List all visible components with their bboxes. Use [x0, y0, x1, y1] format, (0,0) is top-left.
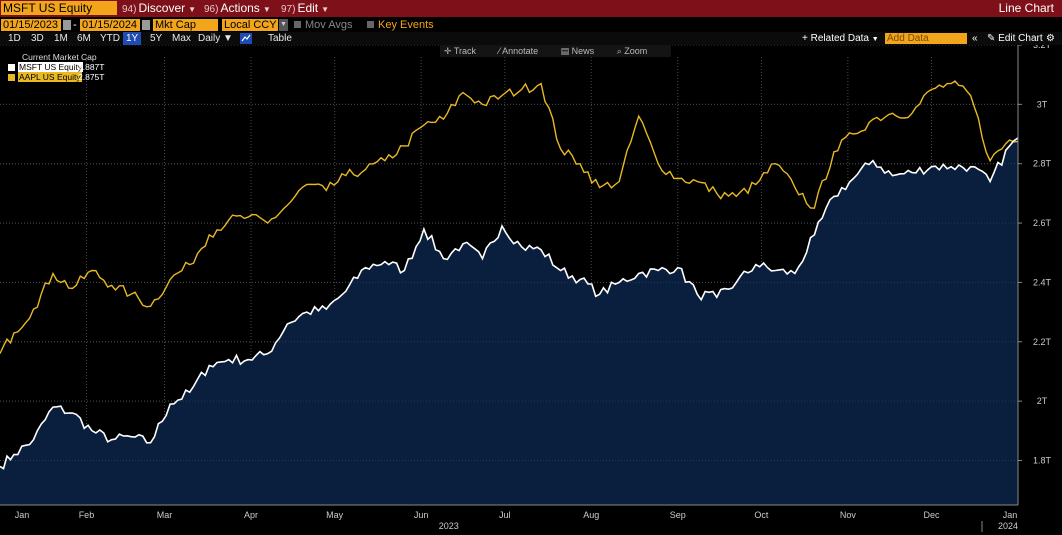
- y-tick-label: 1.8T: [1033, 455, 1052, 465]
- date-separator: -: [73, 19, 77, 31]
- toolbar-news[interactable]: ▤ News: [560, 46, 595, 56]
- x-tick-label: Mar: [157, 510, 173, 520]
- edit-menu[interactable]: 97) Edit ▼: [281, 1, 330, 15]
- plus-icon: +: [802, 33, 808, 44]
- caret-down-icon: ▼: [188, 5, 197, 14]
- x-tick-label: Feb: [79, 510, 95, 520]
- x-tick-label: May: [326, 510, 344, 520]
- add-data-input[interactable]: Add Data: [885, 33, 967, 44]
- controls-row: 01/15/2023 - 01/15/2024 Mkt Cap Local CC…: [0, 18, 1062, 32]
- y-tick-label: 2.2T: [1033, 337, 1052, 347]
- header-bar: MSFT US Equity 94) Discover ▼ 96) Actions ▼ …: [0, 0, 1062, 17]
- view-title: Line Chart: [998, 1, 1054, 15]
- aapl-series-line: [0, 80, 1019, 354]
- period-row: 1D 3D 1M 6M YTD 1Y 5Y Max Daily ▼ Table …: [0, 32, 1062, 45]
- line-chart-icon[interactable]: [240, 33, 252, 44]
- security-input[interactable]: MSFT US Equity: [1, 1, 117, 15]
- caret-down-icon: ▼: [262, 5, 271, 14]
- edit-chart-button[interactable]: ✎ Edit Chart: [987, 33, 1043, 44]
- period-1d[interactable]: 1D: [8, 33, 21, 44]
- gear-icon[interactable]: ⚙: [1046, 33, 1055, 44]
- y-tick-label: 2.4T: [1033, 277, 1052, 287]
- double-chevron-left-icon[interactable]: «: [972, 33, 978, 44]
- chart-toolbar: ✛ Track ⁄ Annotate ▤ News ⌕ Zoom: [440, 45, 672, 57]
- x-tick-label: Apr: [244, 510, 258, 520]
- mov-avgs-checkbox[interactable]: [294, 21, 301, 28]
- calendar-icon[interactable]: [142, 20, 150, 30]
- x-tick-label: Jan: [1003, 510, 1018, 520]
- period-5y[interactable]: 5Y: [150, 33, 163, 44]
- calendar-icon[interactable]: [63, 20, 71, 30]
- x-tick-label: Sep: [670, 510, 686, 520]
- y-tick-label: 3T: [1037, 99, 1048, 109]
- period-max[interactable]: Max: [172, 33, 191, 44]
- legend-title: Current Market Cap: [22, 52, 97, 62]
- legend-swatch: [8, 74, 15, 81]
- period-1m[interactable]: 1M: [54, 33, 68, 44]
- toolbar-annotate[interactable]: ⁄ Annotate: [498, 46, 539, 56]
- mov-avgs-label: Mov Avgs: [305, 19, 353, 31]
- x-tick-label: Aug: [583, 510, 599, 520]
- msft-series-line: [0, 137, 1019, 470]
- toolbar-track[interactable]: ✛ Track: [444, 46, 477, 56]
- y-tick-label: 2.8T: [1033, 159, 1052, 169]
- caret-down-icon: ▼: [871, 36, 879, 43]
- caret-down-icon: ▼: [223, 33, 233, 44]
- period-6m[interactable]: 6M: [77, 33, 91, 44]
- field-select[interactable]: Mkt Cap: [153, 19, 218, 31]
- y-tick-label: 3.2T: [1033, 40, 1052, 50]
- y-tick-label: 2T: [1037, 396, 1048, 406]
- x-tick-label: Jun: [414, 510, 429, 520]
- legend-swatch: [8, 64, 15, 71]
- x-tick-label: Jan: [15, 510, 30, 520]
- currency-select[interactable]: Local CCY: [222, 19, 278, 31]
- key-events-label: Key Events: [378, 19, 434, 31]
- legend-item-msft[interactable]: MSFT US Equity 2.887T: [6, 62, 110, 72]
- related-data-button[interactable]: + Related Data ▼: [802, 33, 879, 44]
- actions-menu[interactable]: 96) Actions ▼: [204, 1, 271, 15]
- key-events-checkbox[interactable]: [367, 21, 374, 28]
- pencil-icon: ✎: [987, 33, 996, 44]
- period-3d[interactable]: 3D: [31, 33, 44, 44]
- period-1y[interactable]: 1Y: [123, 32, 142, 45]
- msft-area: [0, 137, 1018, 505]
- toolbar-zoom[interactable]: ⌕ Zoom: [616, 46, 648, 56]
- caret-down-icon: ▼: [321, 5, 330, 14]
- x-tick-label: Nov: [840, 510, 857, 520]
- y-axis-panel: [1018, 45, 1062, 535]
- x-axis-panel: [0, 505, 1062, 535]
- legend-item-aapl[interactable]: AAPL US Equity 2.875T: [6, 72, 110, 82]
- chart-legend: Current Market Cap MSFT US Equity 2.887T…: [6, 52, 110, 82]
- y-tick-label: 2.6T: [1033, 218, 1052, 228]
- chevron-down-icon[interactable]: ▼: [279, 19, 288, 31]
- x-tick-label: Jul: [499, 510, 511, 520]
- end-date-input[interactable]: 01/15/2024: [80, 19, 140, 31]
- period-ytd[interactable]: YTD: [100, 33, 120, 44]
- year-label: 2024: [998, 521, 1018, 531]
- frequency-select[interactable]: Daily ▼: [198, 33, 233, 44]
- start-date-input[interactable]: 01/15/2023: [1, 19, 61, 31]
- x-tick-label: Dec: [924, 510, 941, 520]
- year-label: 2023: [439, 521, 459, 531]
- x-tick-label: Oct: [754, 510, 769, 520]
- table-button[interactable]: Table: [268, 33, 292, 44]
- discover-menu[interactable]: 94) Discover ▼: [122, 1, 197, 15]
